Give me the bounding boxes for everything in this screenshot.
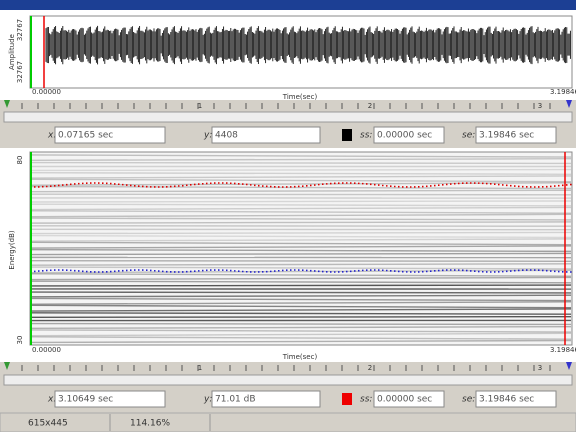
status-size: 615x445 (28, 419, 68, 429)
x-start-label: 0.00000 (32, 346, 61, 354)
field-label: ss: (360, 131, 372, 141)
status-bar (0, 413, 576, 432)
ruler-label: 1 (198, 364, 202, 372)
color-swatch (342, 393, 352, 405)
title-bar (0, 0, 576, 10)
field-label: se: (462, 395, 475, 405)
harmonic-band (32, 163, 571, 164)
harmonic-band (32, 324, 571, 325)
waveform-plot (30, 16, 572, 88)
field-value: 0.00000 sec (377, 131, 432, 141)
ruler-label: 3 (538, 364, 542, 372)
field-label: y: (203, 395, 212, 405)
scrollbar[interactable] (4, 112, 572, 122)
x-axis-label: Time(sec) (282, 93, 318, 101)
y-axis-label: Amplitude (8, 34, 16, 70)
field-value: 0.00000 sec (377, 395, 432, 405)
x-start-label: 0.00000 (32, 88, 61, 96)
y-max-label: 32767 (16, 19, 24, 41)
app-window: Amplitude 32767 32767 0.00000 Time(sec) … (0, 0, 576, 432)
harmonic-band (32, 317, 571, 318)
x-end-label: 3.19846 (550, 346, 576, 354)
field-value: 0.07165 sec (58, 131, 113, 141)
y-max-label: 80 (16, 156, 24, 165)
color-swatch (342, 129, 352, 141)
field-label: y: (203, 131, 212, 141)
scrollbar[interactable] (4, 375, 572, 385)
field-value: 3.10649 sec (58, 395, 113, 405)
harmonic-band (32, 194, 571, 195)
field-label: ss: (360, 395, 372, 405)
field-label: se: (462, 131, 475, 141)
field-value: 3.19846 sec (479, 131, 534, 141)
page: Amplitude 32767 32767 0.00000 Time(sec) … (0, 0, 576, 432)
harmonic-band (32, 292, 571, 293)
y-axis-label: Energy(dB) (8, 230, 16, 269)
ruler-label: 1 (198, 102, 202, 110)
x-end-label: 3.19846 (550, 88, 576, 96)
status-zoom: 114.16% (130, 419, 170, 429)
field-value: 3.19846 sec (479, 395, 534, 405)
y-min-label: 32767 (16, 61, 24, 83)
harmonic-band (32, 170, 571, 171)
harmonic-band (32, 261, 571, 262)
harmonic-band (32, 285, 571, 286)
field-value: 4408 (215, 131, 238, 141)
ruler-label: 2 (368, 364, 372, 372)
x-axis-label: Time(sec) (282, 353, 318, 361)
y-min-label: 30 (16, 336, 24, 345)
ruler-label: 2 (368, 102, 372, 110)
ruler-label: 3 (538, 102, 542, 110)
field-value: 71.01 dB (215, 395, 256, 405)
